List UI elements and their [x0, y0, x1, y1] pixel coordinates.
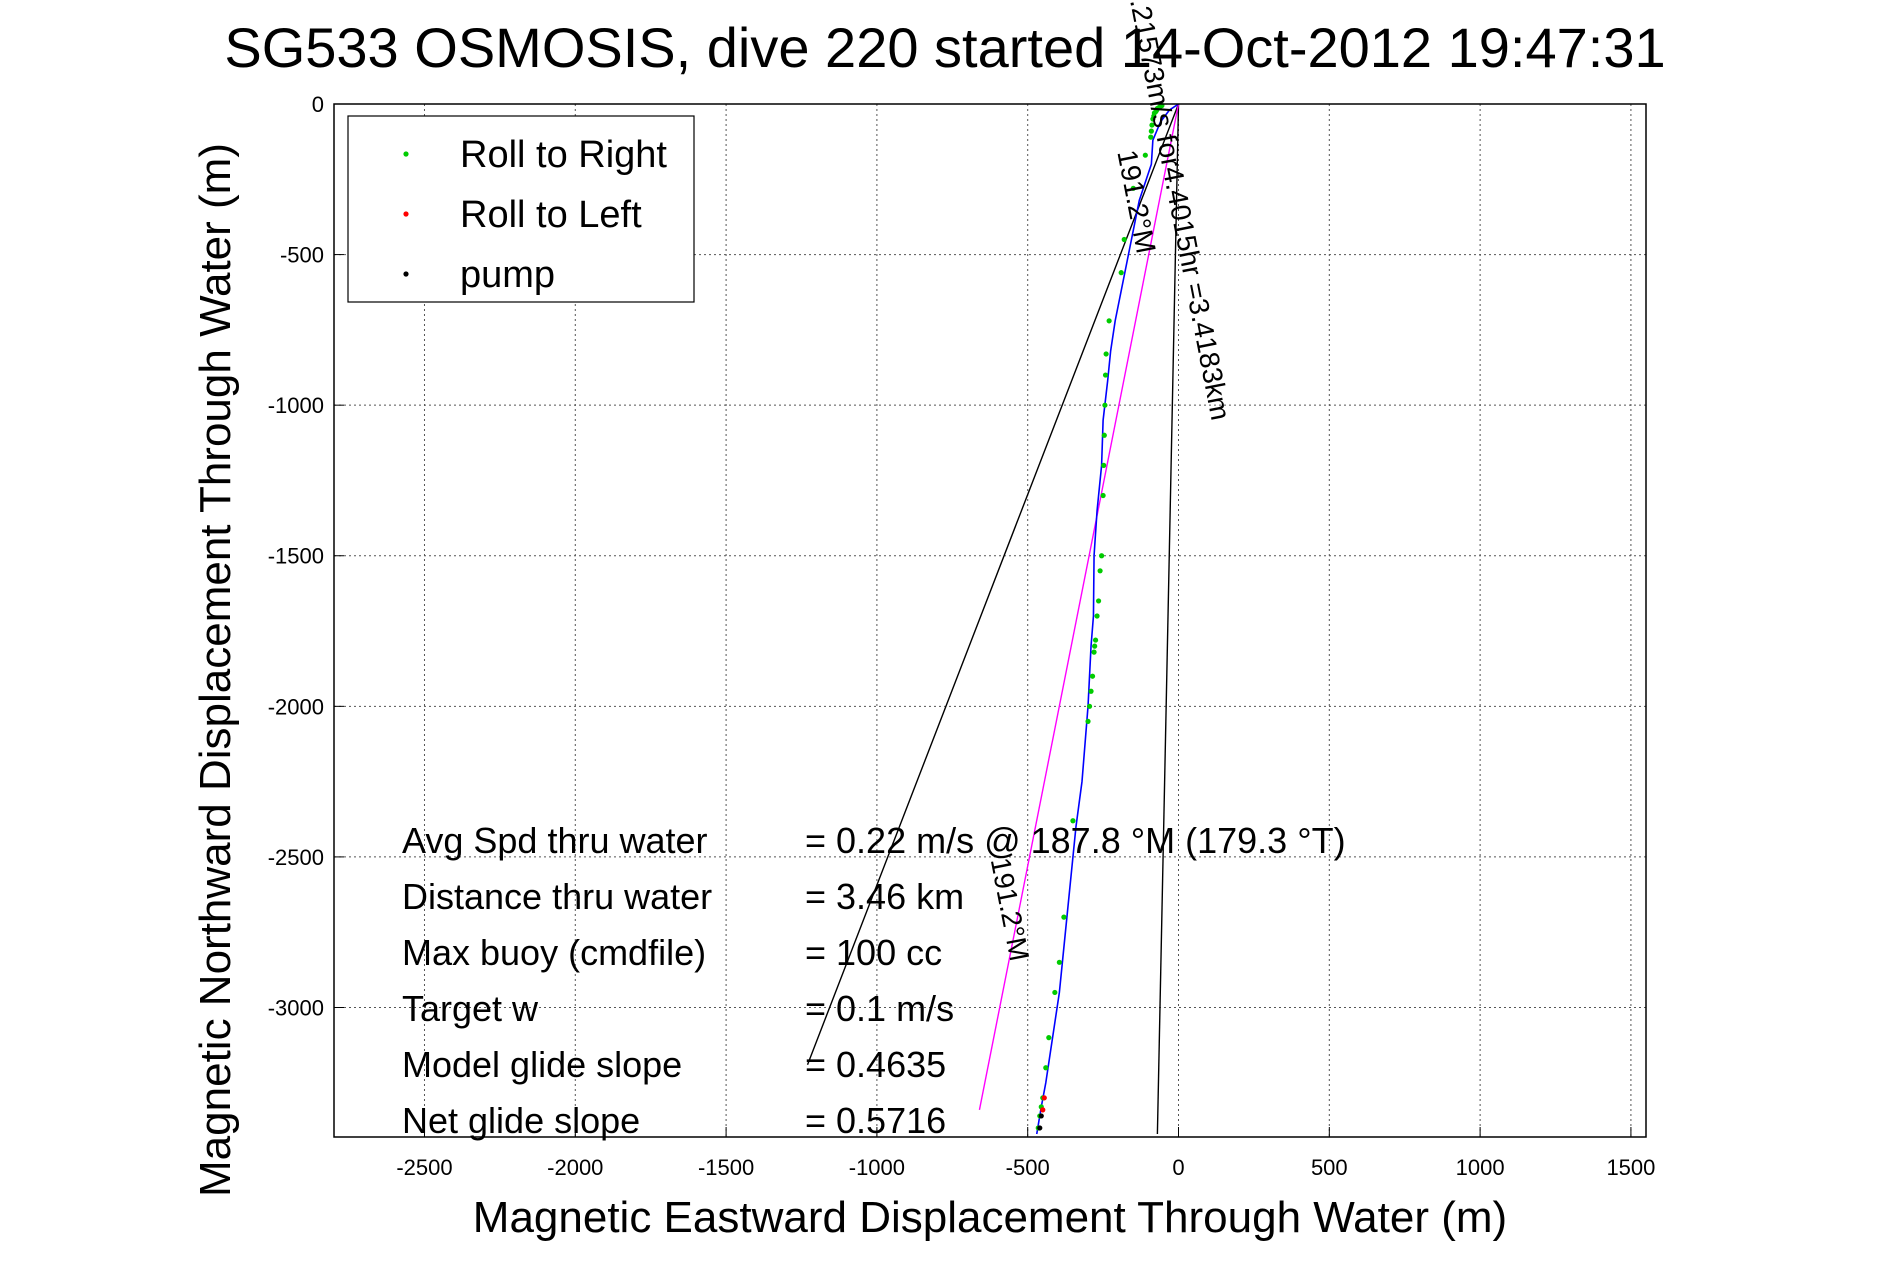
stat-label: Model glide slope	[402, 1044, 682, 1085]
stat-value: = 0.4635	[805, 1044, 946, 1085]
roll-right-point	[1092, 643, 1098, 649]
x-tick-label: 0	[1172, 1155, 1184, 1180]
roll-right-point	[1086, 703, 1093, 709]
y-tick-label: -1000	[268, 393, 324, 418]
x-tick-label: -1500	[698, 1155, 754, 1180]
roll-right-point	[1061, 914, 1067, 920]
legend-box	[347, 115, 695, 303]
roll-right-point	[1101, 462, 1107, 468]
x-tick-label: 1000	[1456, 1155, 1505, 1180]
roll-right-point	[1088, 688, 1094, 694]
pump-point	[1037, 1125, 1043, 1131]
y-tick-label: -3000	[268, 995, 324, 1020]
roll-right-point	[1046, 1035, 1052, 1041]
legend: Roll to Right Roll to Left pump	[347, 115, 695, 303]
roll-right-point	[1100, 492, 1106, 499]
reference-line	[1156, 103, 1180, 1135]
stat-value: = 0.1 m/s	[805, 988, 954, 1029]
roll-right-point	[1085, 718, 1091, 724]
roll-right-point	[1150, 116, 1156, 122]
roll-right-point	[1103, 351, 1109, 357]
roll-points	[1035, 102, 1165, 1131]
track-line	[1035, 103, 1179, 1135]
roll-right-point	[1142, 152, 1148, 158]
legend-label: Roll to Left	[460, 194, 642, 236]
stat-value: = 3.46 km	[805, 876, 964, 917]
roll-right-point	[1102, 402, 1108, 408]
x-tick-label: -2000	[547, 1155, 603, 1180]
x-tick-label: -2500	[396, 1155, 452, 1180]
plot-frame	[333, 103, 1647, 1138]
x-tick-label: 1500	[1606, 1155, 1655, 1180]
roll-right-point	[1118, 270, 1124, 276]
legend-label: pump	[460, 254, 555, 296]
axis-ticks: -2500 -2000 -1500 -1000 -500 0 500 1000 1500 0 -50…	[268, 92, 1656, 1180]
chart-title: SG533 OSMOSIS, dive 220 started 14-Oct-2…	[224, 16, 1665, 79]
roll-left-point	[1040, 1107, 1046, 1113]
stat-label: Target w	[402, 988, 539, 1029]
y-tick-label: -2500	[268, 845, 324, 870]
roll-right-point	[1070, 818, 1076, 824]
y-tick-label: -2000	[268, 694, 324, 719]
stat-label: Max buoy (cmdfile)	[402, 932, 706, 973]
x-axis-label: Magnetic Eastward Displacement Through W…	[473, 1193, 1507, 1242]
roll-right-point	[1130, 185, 1136, 191]
roll-right-point	[1102, 372, 1109, 378]
reference-lines	[806, 103, 1180, 1135]
roll-right-point	[1097, 568, 1103, 574]
roll-right-point	[1094, 613, 1100, 619]
stat-label: Avg Spd thru water	[402, 820, 708, 861]
legend-marker	[403, 151, 409, 157]
roll-right-point	[1056, 959, 1062, 965]
x-tick-label: 500	[1311, 1155, 1348, 1180]
roll-right-point	[1098, 553, 1105, 559]
roll-right-point	[1148, 128, 1154, 134]
y-axis-label: Magnetic Northward Displacement Through …	[191, 143, 240, 1197]
roll-right-point	[1148, 134, 1154, 140]
roll-right-point	[1101, 432, 1107, 438]
legend-marker	[403, 271, 409, 277]
legend-label: Roll to Right	[460, 134, 667, 176]
stat-value: = 0.5716	[805, 1100, 946, 1141]
y-tick-label: -500	[280, 243, 324, 268]
stat-label: Net glide slope	[402, 1100, 640, 1141]
stat-label: Distance thru water	[402, 876, 712, 917]
dive-track	[1035, 103, 1179, 1135]
annotation-label: 191.2°M	[1111, 147, 1161, 256]
reference-line	[978, 103, 1180, 1111]
roll-right-point	[1091, 649, 1097, 655]
reference-line	[806, 103, 1180, 1065]
roll-right-point	[1089, 673, 1096, 679]
y-tick-label: 0	[312, 92, 324, 117]
roll-right-point	[1043, 1065, 1049, 1071]
roll-right-point	[1092, 637, 1099, 643]
roll-right-point	[1095, 598, 1102, 604]
x-tick-label: -1000	[849, 1155, 905, 1180]
roll-right-point	[1106, 318, 1112, 324]
x-tick-label: -500	[1006, 1155, 1050, 1180]
stats-block: Avg Spd thru water = 0.22 m/s @ 187.8 °M …	[402, 820, 1346, 1141]
roll-right-point	[1121, 236, 1127, 243]
roll-left-point	[1041, 1095, 1047, 1101]
y-tick-label: -1500	[268, 544, 324, 569]
pump-point	[1038, 1113, 1044, 1119]
roll-right-point	[1149, 122, 1155, 128]
legend-marker	[403, 211, 409, 217]
stat-value: = 100 cc	[805, 932, 942, 973]
stat-value: = 0.22 m/s @ 187.8 °M (179.3 °T)	[805, 820, 1346, 861]
roll-right-point	[1052, 989, 1058, 996]
